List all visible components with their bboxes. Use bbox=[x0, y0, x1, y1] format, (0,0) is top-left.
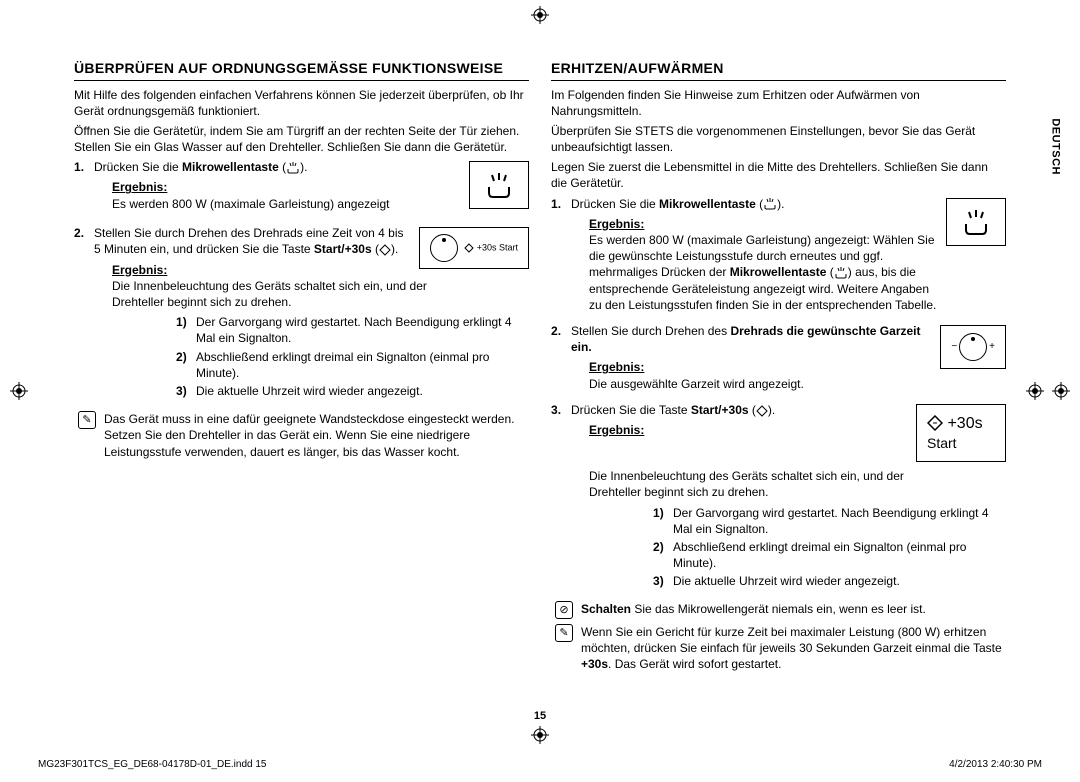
microwave-inline-icon bbox=[834, 267, 848, 279]
result-block: Ergebnis: Es werden 800 W (maximale Garl… bbox=[94, 179, 529, 211]
note-block: Wenn Sie ein Gericht für kurze Zeit bei … bbox=[551, 624, 1006, 673]
figure-label: +30s Start bbox=[474, 242, 518, 252]
registration-mark-icon bbox=[10, 382, 28, 400]
note-text: Wenn Sie ein Gericht für kurze Zeit bei … bbox=[581, 625, 1002, 655]
left-column: ÜBERPRÜFEN AUF ORDNUNGSGEMÄSSE FUNKTIONS… bbox=[74, 60, 529, 672]
result-block: Ergebnis: Es werden 800 W (maximale Garl… bbox=[571, 216, 1006, 313]
step-item: Drücken Sie die Mikrowellentaste (). Erg… bbox=[74, 159, 529, 215]
footer-filename: MG23F301TCS_EG_DE68-04178D-01_DE.indd 15 bbox=[38, 759, 266, 770]
step-text: ). bbox=[300, 160, 307, 174]
note-text: +30s bbox=[581, 657, 608, 671]
step-text: Mikrowellentaste bbox=[182, 160, 279, 174]
substeps-list: Der Garvorgang wird gestartet. Nach Been… bbox=[94, 314, 529, 399]
steps-list: Drücken Sie die Mikrowellentaste (). Erg… bbox=[74, 159, 529, 401]
microwave-inline-icon bbox=[763, 198, 777, 210]
step-text: Drücken Sie die bbox=[94, 160, 182, 174]
step-text: Start/+30s bbox=[691, 403, 749, 417]
note-block: Schalten Sie das Mikrowellengerät niemal… bbox=[551, 601, 1006, 617]
step-text: Drücken Sie die Taste bbox=[571, 403, 691, 417]
result-block: Ergebnis: Die Innenbeleuchtung des Gerät… bbox=[571, 422, 1006, 501]
note-text: Schalten bbox=[581, 602, 631, 616]
page-footer: MG23F301TCS_EG_DE68-04178D-01_DE.indd 15… bbox=[38, 759, 1042, 770]
step-text: ( bbox=[756, 197, 763, 211]
result-label: Ergebnis: bbox=[112, 179, 172, 195]
result-label: Ergebnis: bbox=[589, 422, 649, 438]
dial-icon bbox=[959, 333, 987, 361]
step-item: Drücken Sie die Mikrowellentaste (). Erg… bbox=[551, 196, 1006, 313]
step-item: − + Stellen Sie durch Drehen des Drehrad… bbox=[551, 323, 1006, 392]
substep-item: Abschließend erklingt dreimal ein Signal… bbox=[653, 539, 1006, 571]
dial-icon bbox=[430, 234, 458, 262]
intro-text: Legen Sie zuerst die Lebensmittel in die… bbox=[551, 159, 1006, 191]
step-text: Mikrowellentaste bbox=[659, 197, 756, 211]
note-block: Das Gerät muss in eine dafür geeignete W… bbox=[74, 411, 529, 460]
substep-item: Der Garvorgang wird gestartet. Nach Been… bbox=[653, 505, 1006, 537]
right-column: ERHITZEN/AUFWÄRMEN Im Folgenden finden S… bbox=[551, 60, 1006, 672]
result-label: Ergebnis: bbox=[589, 359, 649, 375]
step-text: Stellen Sie durch Drehen des bbox=[571, 324, 730, 338]
registration-mark-icon bbox=[531, 726, 549, 744]
registration-mark-icon bbox=[1052, 382, 1070, 400]
intro-text: Überprüfen Sie STETS die vorgenommenen E… bbox=[551, 123, 1006, 155]
start-inline-icon bbox=[756, 405, 768, 417]
step-text: Drücken Sie die bbox=[571, 197, 659, 211]
step-text: ). bbox=[768, 403, 775, 417]
page-number: 15 bbox=[534, 710, 546, 722]
note-text: Sie das Mikrowellengerät niemals ein, we… bbox=[631, 602, 926, 616]
substep-item: Der Garvorgang wird gestartet. Nach Been… bbox=[176, 314, 529, 346]
start-inline-icon bbox=[379, 244, 391, 256]
step-text: ( bbox=[749, 403, 756, 417]
language-tab: DEUTSCH bbox=[1050, 118, 1062, 175]
registration-mark-icon bbox=[531, 6, 549, 24]
step-text: ). bbox=[391, 242, 398, 256]
footer-timestamp: 4/2/2013 2:40:30 PM bbox=[949, 759, 1042, 770]
section-heading: ÜBERPRÜFEN AUF ORDNUNGSGEMÄSSE FUNKTIONS… bbox=[74, 60, 529, 81]
step-text: ). bbox=[777, 197, 784, 211]
registration-mark-icon bbox=[1026, 382, 1044, 400]
intro-text: Im Folgenden finden Sie Hinweise zum Erh… bbox=[551, 87, 1006, 119]
step-item: +30s Start Stellen Sie durch Drehen des … bbox=[74, 225, 529, 401]
result-text: Es werden 800 W (maximale Garleistung) a… bbox=[589, 232, 938, 313]
substeps-list: Der Garvorgang wird gestartet. Nach Been… bbox=[571, 505, 1006, 590]
result-text: Die ausgewählte Garzeit wird angezeigt. bbox=[589, 376, 938, 392]
section-heading: ERHITZEN/AUFWÄRMEN bbox=[551, 60, 1006, 81]
substep-item: Die aktuelle Uhrzeit wird wieder angezei… bbox=[653, 573, 1006, 589]
step-text: Start/+30s bbox=[314, 242, 372, 256]
result-label: Ergebnis: bbox=[589, 216, 649, 232]
step-item: +30s Start Drücken Sie die Taste Start/+… bbox=[551, 402, 1006, 592]
result-text: Die Innenbeleuchtung des Geräts schaltet… bbox=[589, 468, 938, 500]
step-text: ( bbox=[372, 242, 379, 256]
result-label: Ergebnis: bbox=[112, 262, 172, 278]
intro-text: Öffnen Sie die Gerätetür, indem Sie am T… bbox=[74, 123, 529, 155]
result-block: Ergebnis: Die Innenbeleuchtung des Gerät… bbox=[94, 262, 529, 311]
result-text: ( bbox=[826, 265, 833, 279]
steps-list: Drücken Sie die Mikrowellentaste (). Erg… bbox=[551, 196, 1006, 592]
result-block: Ergebnis: Die ausgewählte Garzeit wird a… bbox=[571, 359, 1006, 391]
substep-item: Die aktuelle Uhrzeit wird wieder angezei… bbox=[176, 383, 529, 399]
microwave-inline-icon bbox=[286, 162, 300, 174]
result-text: Die Innenbeleuchtung des Geräts schaltet… bbox=[112, 278, 461, 310]
intro-text: Mit Hilfe des folgenden einfachen Verfah… bbox=[74, 87, 529, 119]
note-text: . Das Gerät wird sofort gestartet. bbox=[608, 657, 781, 671]
page-content: ÜBERPRÜFEN AUF ORDNUNGSGEMÄSSE FUNKTIONS… bbox=[74, 60, 1006, 672]
result-text: Es werden 800 W (maximale Garleistung) a… bbox=[112, 196, 461, 212]
step-text: ( bbox=[279, 160, 286, 174]
substep-item: Abschließend erklingt dreimal ein Signal… bbox=[176, 349, 529, 381]
result-text: Mikrowellentaste bbox=[730, 265, 827, 279]
